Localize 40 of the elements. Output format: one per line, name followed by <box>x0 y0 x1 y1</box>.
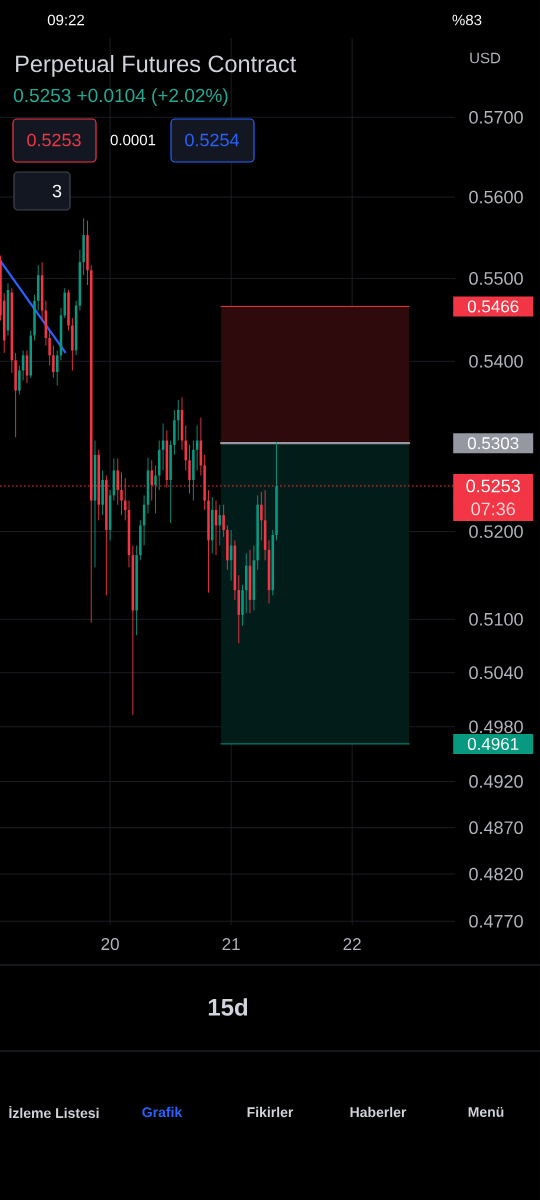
y-tick-label: 0.5100 <box>469 612 523 626</box>
y-tick-label: 0.4920 <box>469 775 523 788</box>
text: İzleme Listesi <box>9 1105 99 1119</box>
text: %83 <box>452 14 482 26</box>
text: 0.4961 <box>467 737 519 750</box>
text: 15d <box>208 998 248 1016</box>
y-tick-label: 0.5040 <box>469 666 523 680</box>
y-tick-label: 0.5600 <box>469 190 523 204</box>
annotation: 0.5254 <box>185 133 239 147</box>
text: 0.5303 <box>467 437 519 450</box>
y-tick-label: 0.4870 <box>469 821 523 835</box>
y-tick-label: 0.4820 <box>469 867 523 881</box>
text: 0.5466 <box>467 300 519 313</box>
y-tick-label: 0.5500 <box>469 272 523 285</box>
candlestick <box>52 344 55 379</box>
text: 07:36 <box>471 502 515 516</box>
candlestick <box>222 504 225 538</box>
x-tick-label: 20 <box>101 938 119 951</box>
candlestick <box>176 399 180 441</box>
text: USD <box>470 52 501 64</box>
text: Haberler <box>350 1106 407 1118</box>
text: Fikirler <box>247 1106 294 1118</box>
y-tick-label: 0.4770 <box>469 914 523 928</box>
text: 0.5253 +0.0104 (+2.02%) <box>13 88 228 106</box>
text: Perpetual Futures Contract <box>16 54 297 77</box>
text: 09:22 <box>47 14 85 26</box>
annotation: 0.5253 <box>27 133 81 147</box>
candlestick <box>218 504 222 546</box>
annotation: 0.0001 <box>110 134 156 146</box>
text: Menü <box>468 1107 504 1117</box>
x-tick-label: 22 <box>343 938 361 950</box>
x-tick-label: 21 <box>222 938 240 950</box>
candlestick <box>154 464 157 514</box>
y-tick-label: 0.4980 <box>469 720 523 734</box>
annotation: 3 <box>52 184 62 198</box>
y-tick-label: 0.5200 <box>469 525 523 538</box>
y-tick-label: 0.5700 <box>469 110 523 124</box>
ref-line-label: 0.5253 <box>466 479 520 493</box>
text: Grafik <box>142 1106 183 1118</box>
y-tick-label: 0.5400 <box>469 354 523 368</box>
